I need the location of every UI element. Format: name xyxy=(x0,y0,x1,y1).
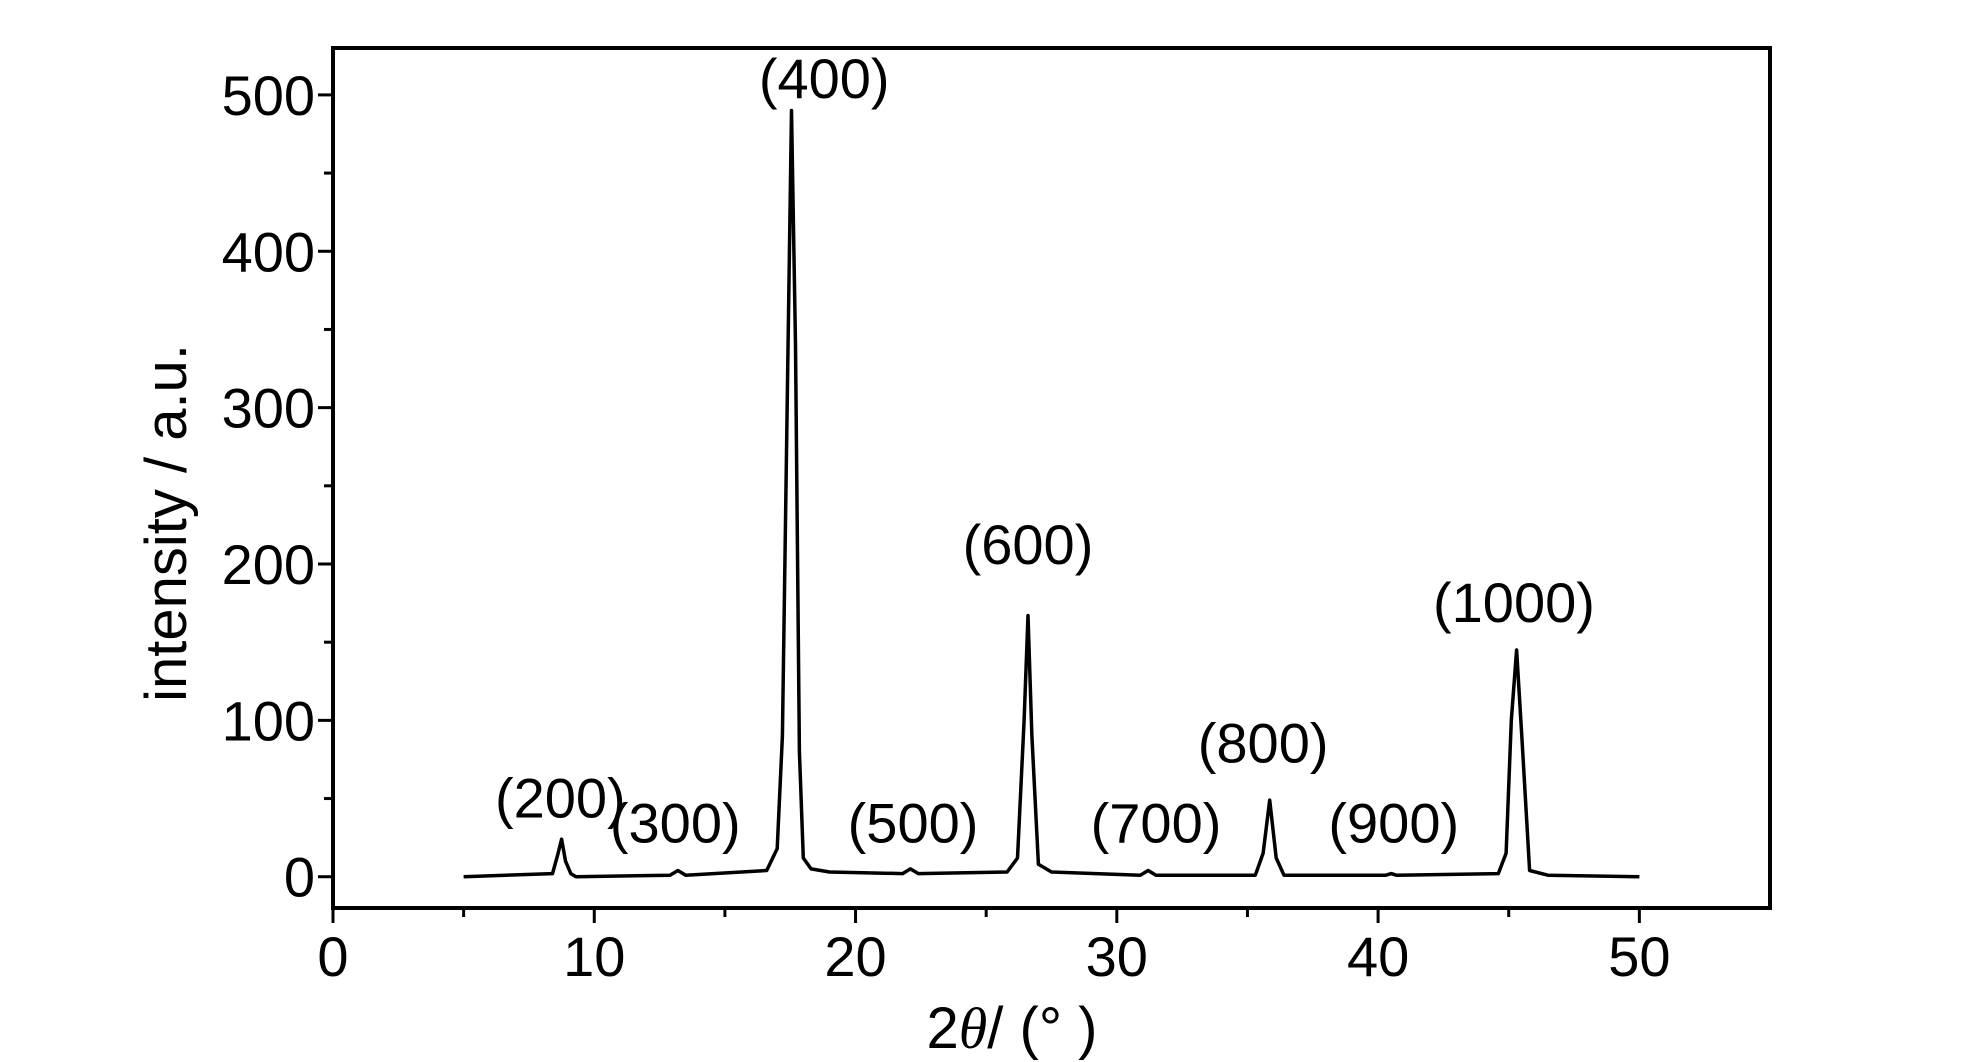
peak-label: (700) xyxy=(1091,791,1222,854)
peak-label: (500) xyxy=(848,791,979,854)
x-axis-title-theta: θ xyxy=(959,996,988,1061)
series-layer xyxy=(463,108,1640,879)
y-tick-label: 400 xyxy=(222,220,315,283)
x-axis-title-prefix: 2 xyxy=(927,996,959,1061)
peak-label: (800) xyxy=(1198,712,1329,775)
peak-label: (200) xyxy=(495,766,626,829)
y-tick-label: 300 xyxy=(222,377,315,440)
peak-label: (600) xyxy=(963,513,1094,576)
peak-annotations: (200)(300) (400) (500) (600) (700) (800) (900)… xyxy=(495,47,1595,854)
x-tick-label: 40 xyxy=(1347,925,1409,988)
peak-label: (900) xyxy=(1328,791,1459,854)
y-axis-title: intensity / a.u. xyxy=(134,344,199,702)
y-tick-label: 0 xyxy=(284,846,315,909)
x-axis-title-suffix: / (° ) xyxy=(987,996,1097,1061)
y-tick-label: 100 xyxy=(222,689,315,752)
x-tick-label: 10 xyxy=(563,925,625,988)
x-tick-label: 20 xyxy=(824,925,886,988)
x-axis-title: 2θ/ (° ) xyxy=(927,996,1098,1061)
y-tick-label: 500 xyxy=(222,64,315,127)
peak-label: (300) xyxy=(610,791,741,854)
peak-label: (1000) xyxy=(1433,571,1595,634)
x-axis-ticks: 0 10 20 30 40 50 xyxy=(317,908,1671,988)
x-tick-label: 30 xyxy=(1086,925,1148,988)
x-tick-label: 0 xyxy=(317,925,348,988)
series-line xyxy=(463,108,1640,879)
y-tick-label: 200 xyxy=(222,533,315,596)
peak-label: (400) xyxy=(759,47,890,110)
y-axis-ticks: 0 100 200 300 400 500 xyxy=(222,64,333,909)
plot-frame xyxy=(331,46,1772,910)
x-tick-label: 50 xyxy=(1608,925,1670,988)
